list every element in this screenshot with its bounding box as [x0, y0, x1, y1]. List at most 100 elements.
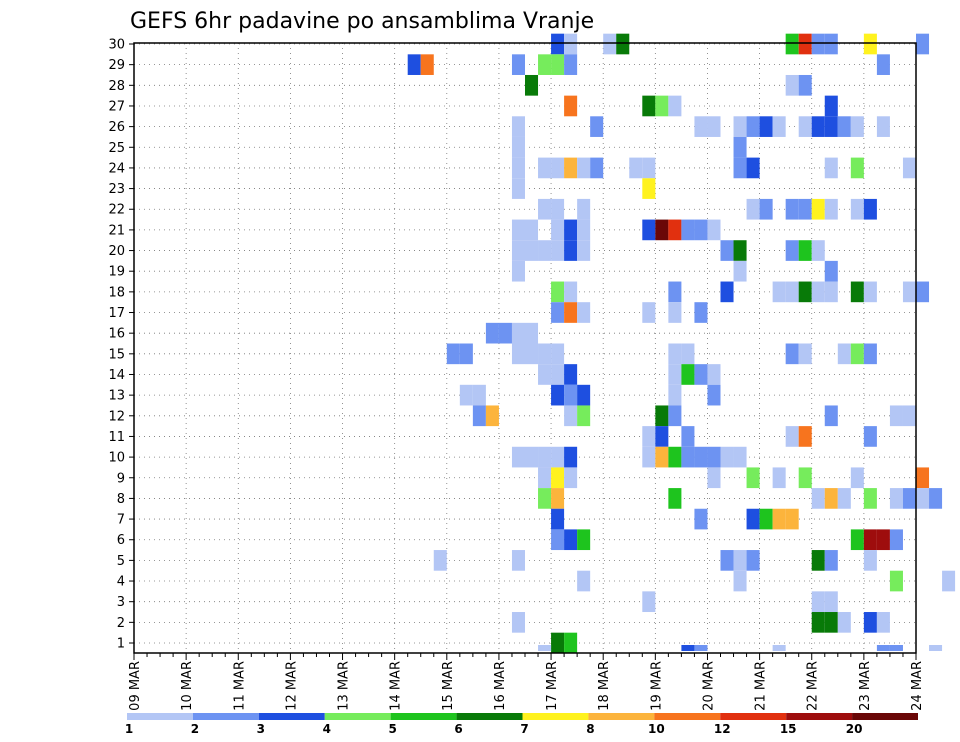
heatmap-cell	[746, 467, 760, 489]
heatmap-cell	[498, 322, 512, 344]
colorbar-label: 20	[846, 722, 863, 736]
heatmap-cell	[837, 488, 851, 509]
heatmap-cell	[642, 446, 656, 468]
heatmap-cell	[733, 116, 747, 137]
heatmap-cells	[407, 33, 956, 654]
heatmap-cell	[824, 488, 838, 509]
heatmap-cell	[551, 529, 565, 551]
heatmap-cell	[694, 219, 708, 241]
heatmap-cell	[785, 281, 799, 303]
heatmap-cell	[824, 260, 838, 282]
heatmap-cell	[863, 198, 877, 220]
heatmap-cell	[525, 74, 539, 96]
heatmap-cell	[824, 550, 838, 571]
heatmap-cell	[759, 508, 773, 530]
heatmap-cell	[551, 198, 565, 220]
colorbar-label: 6	[454, 722, 462, 736]
heatmap-cell	[511, 136, 525, 158]
colorbar-label: 2	[191, 722, 199, 736]
y-tick-label: 2	[117, 616, 125, 631]
heatmap-cell	[577, 405, 591, 427]
heatmap-cell	[876, 645, 890, 651]
heatmap-cell	[772, 467, 786, 489]
heatmap-cell	[798, 198, 812, 220]
heatmap-cell	[642, 95, 656, 117]
heatmap-cell	[785, 508, 799, 530]
heatmap-cell	[720, 240, 734, 261]
heatmap-cell	[707, 467, 721, 489]
heatmap-cell	[511, 343, 525, 365]
heatmap-cell	[824, 116, 838, 137]
heatmap-cell	[811, 612, 825, 633]
heatmap-cell	[876, 612, 890, 633]
heatmap-cell	[824, 33, 838, 55]
colorbar: 1 2 3 4 5 6 7 8 10 12 15 20	[125, 713, 918, 736]
heatmap-cell	[798, 426, 812, 447]
y-tick-label: 21	[108, 223, 125, 238]
heatmap-cell	[511, 446, 525, 468]
colorbar-label: 12	[714, 722, 731, 736]
y-tick-label: 18	[108, 285, 125, 300]
y-tick-label: 24	[108, 161, 125, 176]
heatmap-cell	[824, 95, 838, 117]
heatmap-cell	[850, 198, 864, 220]
heatmap-cell	[551, 157, 565, 179]
heatmap-cell	[811, 240, 825, 261]
heatmap-cell	[511, 240, 525, 261]
heatmap-cell	[733, 240, 747, 261]
heatmap-cell	[850, 529, 864, 551]
heatmap-cell	[577, 219, 591, 241]
heatmap-cell	[485, 405, 499, 427]
heatmap-cell	[694, 446, 708, 468]
heatmap-cell	[824, 198, 838, 220]
heatmap-cell	[525, 219, 539, 241]
heatmap-cell	[668, 364, 682, 385]
heatmap-cell	[577, 240, 591, 261]
heatmap-cell	[538, 54, 552, 75]
heatmap-cell	[668, 302, 682, 323]
y-axis: 1234567891011121314151617181920212223242…	[108, 38, 134, 652]
y-tick-label: 29	[108, 58, 125, 73]
y-tick-label: 13	[108, 389, 125, 404]
y-tick-label: 1	[117, 637, 125, 652]
heatmap-cell	[564, 632, 578, 654]
x-tick-label: 09 MAR	[128, 661, 143, 711]
y-tick-label: 20	[108, 244, 125, 259]
heatmap-cell	[707, 446, 721, 468]
heatmap-cell	[433, 550, 447, 571]
colorbar-segment	[192, 713, 259, 720]
heatmap-cell	[916, 281, 930, 303]
heatmap-cell	[746, 116, 760, 137]
heatmap-cell	[538, 446, 552, 468]
colorbar-segment	[720, 713, 787, 720]
heatmap-cell	[863, 426, 877, 447]
heatmap-cell	[902, 405, 916, 427]
y-tick-label: 5	[117, 554, 125, 569]
heatmap-cell	[577, 570, 591, 592]
heatmap-cell	[733, 136, 747, 158]
x-tick-label: 20 MAR	[701, 661, 716, 711]
heatmap-cell	[538, 240, 552, 261]
colorbar-segment	[127, 713, 193, 720]
heatmap-cell	[850, 343, 864, 365]
heatmap-cell	[785, 33, 799, 55]
heatmap-cell	[564, 364, 578, 385]
heatmap-cell	[811, 281, 825, 303]
x-tick-label: 19 MAR	[649, 661, 664, 711]
heatmap-cell	[668, 281, 682, 303]
heatmap-cell	[798, 467, 812, 489]
colorbar-label: 10	[648, 722, 665, 736]
heatmap-cell	[811, 550, 825, 571]
heatmap-cell	[511, 550, 525, 571]
y-tick-label: 6	[117, 533, 125, 548]
heatmap-cell	[916, 488, 930, 509]
colorbar-segment	[786, 713, 853, 720]
heatmap-cell	[850, 281, 864, 303]
heatmap-cell	[668, 405, 682, 427]
heatmap-cell	[551, 488, 565, 509]
heatmap-cell	[446, 343, 460, 365]
y-tick-label: 22	[108, 203, 125, 218]
heatmap-cell	[889, 488, 903, 509]
heatmap-cell	[681, 343, 695, 365]
heatmap-cell	[798, 240, 812, 261]
